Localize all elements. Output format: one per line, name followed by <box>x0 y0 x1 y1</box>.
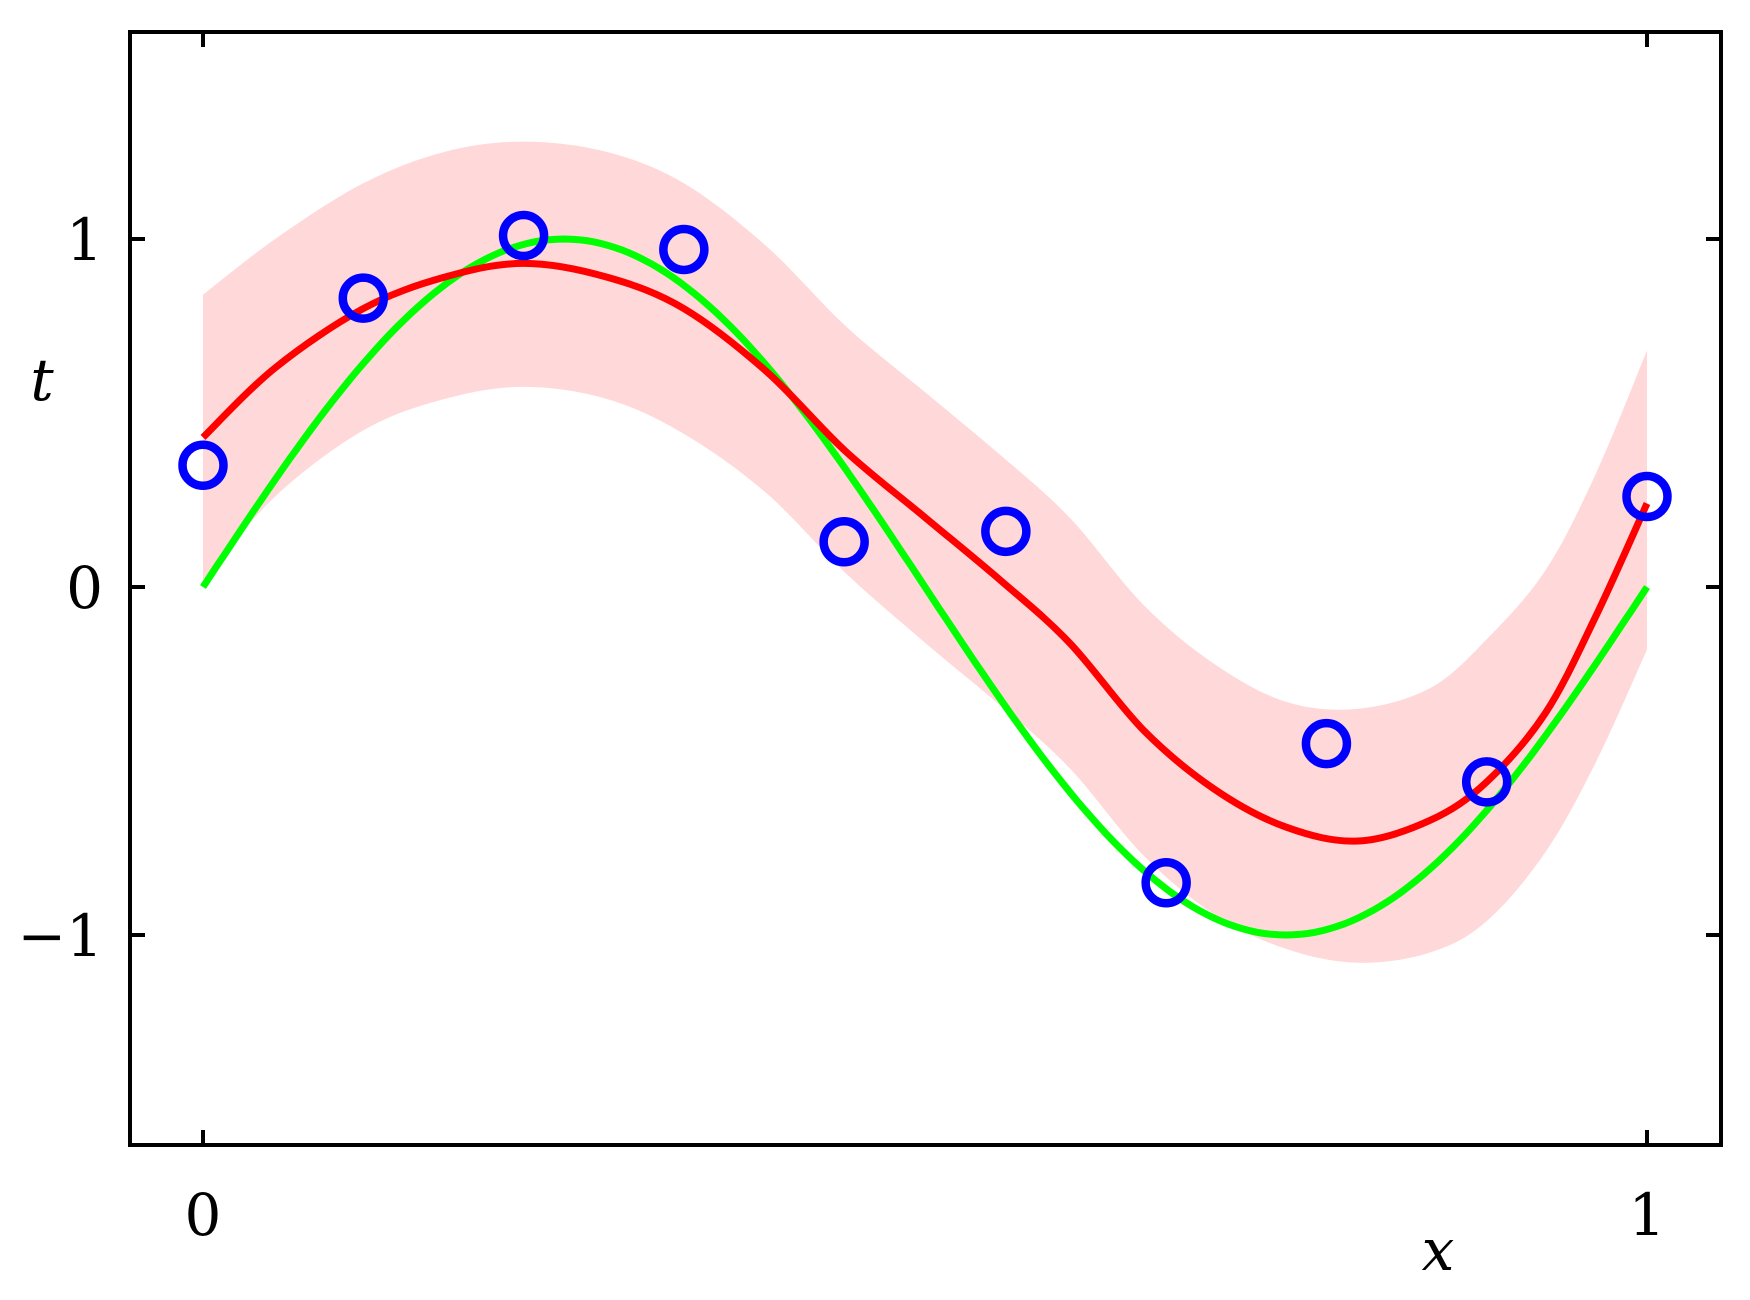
x-tick-label: 0 <box>185 1181 222 1249</box>
x-axis-label: x <box>1422 1216 1455 1284</box>
uncertainty-band <box>203 141 1647 963</box>
data-point-marker <box>819 517 869 567</box>
axis-ticks <box>130 32 1721 1145</box>
y-tick-label: 1 <box>66 206 103 274</box>
data-points <box>178 210 1672 908</box>
y-tick-label: −1 <box>18 902 104 970</box>
data-point-marker <box>178 440 228 490</box>
green-line <box>200 235 1650 939</box>
data-point-marker <box>1461 757 1512 807</box>
data-point-marker <box>338 273 389 323</box>
red-line <box>200 259 1651 845</box>
y-axis-label: t <box>30 346 54 414</box>
data-point-marker <box>1301 718 1352 769</box>
data-point-marker <box>1141 858 1191 908</box>
data-point-marker <box>1622 471 1672 522</box>
x-tick-label: 1 <box>1629 1181 1666 1249</box>
data-point-marker <box>981 506 1031 557</box>
predictive-mean-curve <box>200 259 1651 845</box>
data-point-marker <box>659 224 709 275</box>
band-area <box>203 141 1647 963</box>
true-function-curve <box>200 235 1650 939</box>
data-point-marker <box>498 210 549 261</box>
y-tick-label: 0 <box>66 554 103 622</box>
tick-labels: 0 1 −1 0 1 <box>18 206 1666 1249</box>
